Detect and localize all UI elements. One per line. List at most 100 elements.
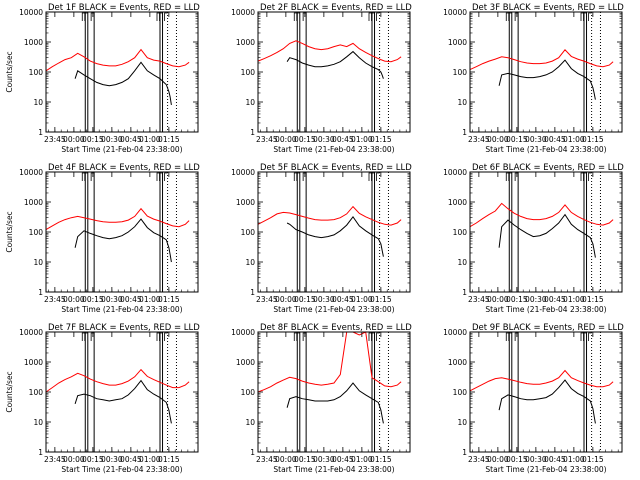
marker-flag: [376, 12, 380, 21]
marker-flag: [296, 12, 300, 21]
x-tick-label: 00:45: [544, 135, 566, 144]
chart-panel: Det 3F BLACK = Events, RED = LLD 1 10 100 10…: [443, 3, 624, 154]
series-line-black: [286, 382, 384, 424]
y-tick-label: 10: [33, 98, 43, 107]
marker-flag: [505, 12, 510, 21]
marker-flag: [371, 12, 375, 21]
marker-flag: [580, 12, 584, 21]
marker-flag: [368, 172, 372, 181]
marker-flag: [296, 332, 300, 341]
x-tick-label: 00:30: [101, 455, 123, 464]
x-tick-label: 00:30: [525, 455, 547, 464]
marker-flag: [293, 172, 298, 181]
x-tick-label: 01:15: [370, 455, 392, 464]
y-tick-label: 10000: [19, 168, 43, 177]
x-tick-label: 01:00: [563, 295, 585, 304]
x-axis-label: Start Time (21-Feb-04 23:38:00): [61, 305, 182, 314]
y-tick-label: 1000: [448, 38, 467, 47]
marker-flag: [293, 12, 298, 21]
y-tick-label: 100: [241, 68, 256, 77]
chart-panel: Det 4F BLACK = Events, RED = LLD Counts/s…: [5, 163, 200, 314]
y-tick-label: 1: [250, 128, 255, 137]
y-tick-label: 10: [33, 418, 43, 427]
series-line-black: [74, 61, 172, 105]
y-tick-label: 10000: [19, 8, 43, 17]
x-tick-label: 00:15: [294, 135, 316, 144]
x-tick-label: 00:15: [294, 295, 316, 304]
series-line-red: [257, 331, 402, 393]
x-tick-label: 01:00: [139, 295, 161, 304]
x-tick-label: 23:45: [468, 295, 490, 304]
x-tick-label: 00:30: [525, 135, 547, 144]
y-tick-label: 10: [245, 418, 255, 427]
chart-panel: Det 1F BLACK = Events, RED = LLD Counts/s…: [5, 3, 200, 154]
series-line-black: [498, 59, 596, 100]
x-tick-label: 00:00: [487, 295, 509, 304]
x-tick-label: 01:00: [563, 455, 585, 464]
marker-flag: [156, 12, 160, 21]
series-line-red: [469, 369, 614, 392]
x-tick-label: 23:45: [44, 455, 66, 464]
x-tick-label: 01:00: [139, 135, 161, 144]
x-tick-label: 23:45: [256, 455, 278, 464]
y-tick-label: 10: [457, 418, 467, 427]
x-tick-label: 01:15: [370, 295, 392, 304]
chart-panel: Det 2F BLACK = Events, RED = LLD 1 10 100 10…: [231, 3, 412, 154]
x-tick-label: 00:15: [82, 455, 104, 464]
x-tick-label: 01:00: [139, 455, 161, 464]
x-tick-label: 00:00: [63, 455, 85, 464]
x-tick-label: 00:30: [313, 455, 335, 464]
chart-title: Det 4F BLACK = Events, RED = LLD: [48, 163, 200, 173]
chart-title: Det 5F BLACK = Events, RED = LLD: [260, 163, 412, 173]
x-tick-label: 00:15: [506, 135, 528, 144]
x-tick-label: 01:15: [582, 135, 604, 144]
y-tick-label: 10000: [231, 168, 255, 177]
plot-frame: [45, 11, 199, 133]
x-tick-label: 23:45: [256, 135, 278, 144]
x-tick-label: 23:45: [44, 135, 66, 144]
x-tick-label: 00:30: [313, 295, 335, 304]
marker-flag: [508, 172, 512, 181]
y-tick-label: 1: [38, 288, 43, 297]
x-tick-label: 00:30: [101, 295, 123, 304]
x-tick-label: 00:15: [82, 135, 104, 144]
x-tick-label: 01:00: [563, 135, 585, 144]
marker-flag: [588, 332, 592, 341]
series-line-red: [469, 49, 614, 71]
x-tick-label: 23:45: [468, 135, 490, 144]
y-tick-label: 1000: [24, 38, 43, 47]
marker-flag: [580, 172, 584, 181]
x-tick-label: 00:15: [506, 455, 528, 464]
y-tick-label: 1000: [24, 358, 43, 367]
chart-panel: Det 5F BLACK = Events, RED = LLD 1 10 100 10…: [231, 163, 412, 314]
y-tick-label: 10000: [443, 168, 467, 177]
marker-flag: [164, 12, 168, 21]
marker-flag: [164, 172, 168, 181]
y-tick-label: 100: [241, 228, 256, 237]
x-axis-label: Start Time (21-Feb-04 23:38:00): [273, 465, 394, 474]
x-tick-label: 00:00: [487, 135, 509, 144]
marker-flag: [368, 332, 372, 341]
y-tick-label: 10000: [231, 328, 255, 337]
y-tick-label: 100: [453, 68, 468, 77]
marker-flag: [84, 12, 88, 21]
x-axis-label: Start Time (21-Feb-04 23:38:00): [485, 145, 606, 154]
chart-title: Det 2F BLACK = Events, RED = LLD: [260, 3, 412, 13]
chart-title: Det 9F BLACK = Events, RED = LLD: [472, 323, 624, 333]
y-tick-label: 1000: [448, 358, 467, 367]
marker-flag: [376, 172, 380, 181]
marker-flag: [156, 172, 160, 181]
y-tick-label: 1000: [236, 358, 255, 367]
marker-flag: [81, 172, 86, 181]
y-tick-label: 1: [462, 448, 467, 457]
y-tick-label: 10000: [443, 328, 467, 337]
y-tick-label: 100: [29, 388, 44, 397]
x-tick-label: 00:30: [101, 135, 123, 144]
marker-flag: [296, 172, 300, 181]
x-tick-label: 00:00: [275, 295, 297, 304]
y-tick-label: 1000: [236, 198, 255, 207]
y-tick-label: 100: [29, 228, 44, 237]
plot-frame: [257, 171, 411, 293]
y-axis-label: Counts/sec: [5, 51, 14, 92]
y-tick-label: 10: [457, 258, 467, 267]
